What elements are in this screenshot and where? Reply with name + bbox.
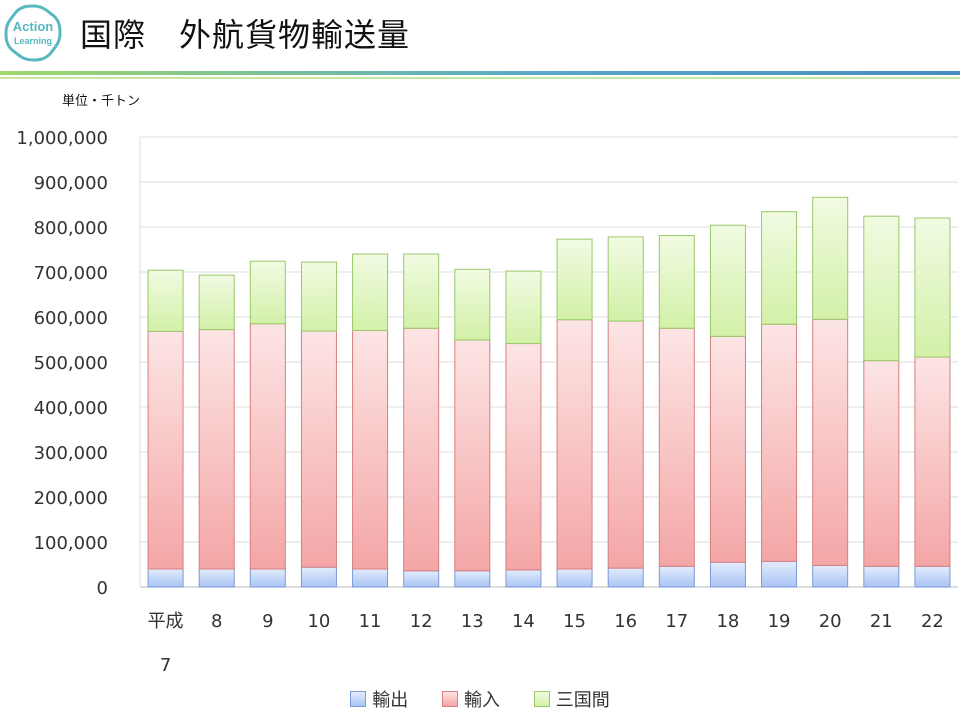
bar-segment-cross [147,269,184,332]
y-tick-label: 100,000 [34,533,108,554]
bar-segment-cross [709,224,746,337]
header-rule-secondary [0,77,960,79]
bar-segment-import [352,330,389,570]
x-tick-label: 平成 [148,611,184,632]
bar-segment-cross [454,268,491,341]
bar-segment-export [249,568,286,588]
bar-segment-import [198,329,235,570]
bar-segment-cross [761,211,798,325]
bar-segment-cross [658,235,695,329]
bar-segment-import [658,327,695,567]
x-tick-label: 14 [512,611,535,632]
bar-segment-cross [556,238,593,321]
bar-segment-export [914,565,951,588]
x-tick-label: 11 [359,611,382,632]
y-tick-label: 700,000 [34,263,108,284]
y-tick-label: 0 [97,578,108,599]
x-tick-label: 10 [307,611,330,632]
y-tick-label: 600,000 [34,308,108,329]
bar-segment-import [249,323,286,570]
legend-item-export: 輸出 [350,686,408,712]
x-tick-label: 8 [211,611,222,632]
bar-segment-import [709,335,746,563]
bar-segment-cross [249,260,286,325]
action-learning-logo: Action Learning [4,4,62,62]
y-tick-label: 400,000 [34,398,108,419]
stacked-bar-chart: 0 100,000 200,000 300,000 400,000 500,000 600,… [16,128,958,676]
x-tick-label: 7 [160,655,171,676]
bar-segment-cross [198,274,235,331]
bar-segment-cross [914,217,951,358]
logo-text-learning: Learning [14,36,52,46]
legend-label-import: 輸入 [464,690,500,711]
legend-label-cross: 三国間 [555,690,610,711]
legend-item-import: 輸入 [442,686,500,712]
x-tick-label: 13 [461,611,484,632]
bar-segment-import [300,330,337,568]
bar-segment-cross [352,253,389,331]
bar-segment-export [352,568,389,588]
y-tick-label: 900,000 [34,173,108,194]
y-tick-label: 500,000 [34,353,108,374]
legend-swatch-export [350,691,367,707]
x-tick-label: 21 [870,611,893,632]
bar-segment-import [812,318,849,566]
bar-segment-import [914,356,951,567]
x-tick-label: 19 [768,611,791,632]
x-tick-label: 17 [665,611,688,632]
bar-segment-export [454,570,491,588]
x-tick-label: 18 [716,611,739,632]
bar-segment-import [454,339,491,572]
y-tick-label: 800,000 [34,218,108,239]
y-tick-label: 300,000 [34,443,108,464]
y-tick-label: 1,000,000 [16,128,108,149]
bar-segment-export [556,568,593,588]
bar-segment-export [812,564,849,588]
x-tick-label: 16 [614,611,637,632]
bar-segment-export [198,568,235,588]
legend-swatch-cross [533,691,550,707]
bar-segment-cross [505,270,542,345]
legend-item-cross: 三国間 [533,686,610,712]
bar-segment-import [556,319,593,570]
y-tick-label: 200,000 [34,488,108,509]
bar-segment-cross [300,261,337,332]
bar-segment-cross [403,253,440,329]
bar-segment-import [505,343,542,571]
header-rule [0,71,960,75]
bar-segment-import [607,320,644,569]
bar-segment-cross [863,215,900,362]
bar-segment-import [403,327,440,572]
bar-segment-export [607,567,644,588]
x-tick-label: 9 [262,611,273,632]
chart-legend: 輸出 輸入 三国間 [0,686,960,712]
bar-segment-export [761,560,798,588]
logo-text-action: Action [13,19,54,34]
bar-segment-export [658,565,695,588]
x-tick-label: 15 [563,611,586,632]
bar-segment-export [147,568,184,588]
bar-segment-export [863,565,900,588]
bar-segment-cross [607,236,644,322]
bar-segment-export [505,569,542,588]
page-title: 国際 外航貨物輸送量 [80,16,411,54]
bar-segment-export [403,570,440,588]
x-tick-label: 20 [819,611,842,632]
bar-segment-import [863,360,900,567]
legend-swatch-import [442,691,458,707]
x-tick-label: 22 [921,611,944,632]
bar-segment-export [300,566,337,588]
bar-segment-export [709,561,746,588]
bar-segment-import [761,323,798,562]
bar-segment-cross [812,196,849,320]
x-tick-label: 12 [410,611,433,632]
unit-label: 単位・千トン [62,94,141,109]
legend-label-export: 輸出 [372,690,409,711]
bar-segment-import [147,330,184,570]
